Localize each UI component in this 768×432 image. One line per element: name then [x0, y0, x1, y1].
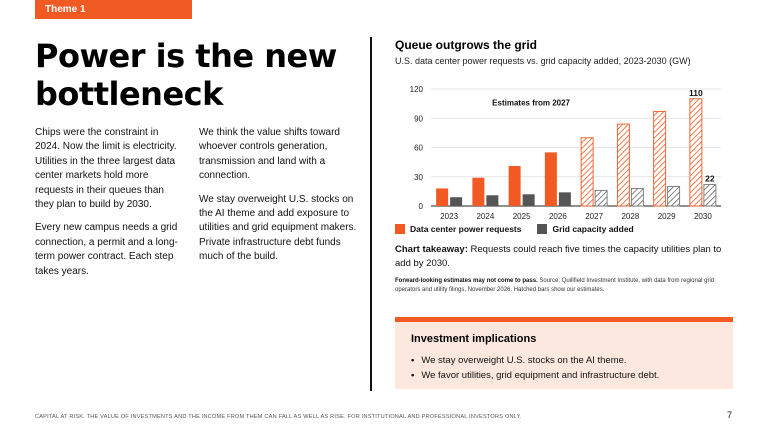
y-tick-label: 90: [414, 114, 423, 123]
right-paragraph-2: We stay overweight U.S. stocks on the AI…: [199, 193, 357, 263]
x-tick-label: 2030: [694, 212, 712, 221]
investment-implications-box: Investment implications • We stay overwei…: [395, 317, 733, 389]
bar-requests: [544, 152, 557, 206]
x-tick-label: 2024: [476, 212, 494, 221]
data-label: 22: [705, 174, 715, 184]
bar-capacity: [558, 192, 571, 206]
y-tick-label: 30: [414, 173, 423, 182]
legend-item-requests: Data center power requests: [395, 224, 521, 234]
chart-legend: Data center power requests Grid capacity…: [395, 224, 634, 234]
takeaway-label: Chart takeaway:: [395, 244, 468, 255]
list-item: • We stay overweight U.S. stocks on the A…: [411, 353, 719, 368]
bar-capacity: [522, 194, 535, 206]
bar-capacity: [703, 184, 717, 207]
footer-disclaimer: CAPITAL AT RISK. THE VALUE OF INVESTMENT…: [35, 414, 522, 420]
x-tick-label: 2028: [621, 212, 639, 221]
bullet-icon: •: [411, 370, 415, 381]
right-text-column: We think the value shifts toward whoever…: [199, 126, 357, 274]
bar-requests: [508, 166, 521, 206]
bar-requests: [653, 110, 667, 207]
left-text-column: Chips were the constraint in 2024. Now t…: [35, 126, 185, 288]
left-paragraph-1: Chips were the constraint in 2024. Now t…: [35, 127, 177, 211]
x-tick-label: 2023: [440, 212, 458, 221]
legend-swatch-capacity: [537, 224, 548, 234]
legend-label-requests: Data center power requests: [410, 224, 522, 234]
implication-text: We favor utilities, grid equipment and i…: [421, 370, 660, 381]
bar-capacity: [667, 186, 681, 207]
implications-list: • We stay overweight U.S. stocks on the A…: [411, 353, 719, 383]
bar-capacity: [630, 187, 644, 207]
implication-text: We stay overweight U.S. stocks on the AI…: [421, 355, 627, 366]
legend-label-capacity: Grid capacity added: [552, 224, 634, 234]
y-tick-label: 60: [414, 144, 423, 153]
bar-capacity: [594, 189, 608, 207]
chart-subtitle: U.S. data center power requests vs. grid…: [395, 56, 691, 66]
x-tick-label: 2027: [585, 212, 603, 221]
implications-title: Investment implications: [411, 333, 537, 345]
legend-item-capacity: Grid capacity added: [537, 224, 634, 234]
x-tick-label: 2029: [658, 212, 676, 221]
chart-title: Queue outgrows the grid: [395, 38, 538, 52]
theme-tab: Theme 1: [35, 0, 192, 19]
legend-swatch-requests: [395, 224, 405, 234]
bar-requests: [689, 98, 703, 207]
bar-requests: [436, 188, 449, 206]
bar-chart: 0 30 60 90 120 2023 2024 2025 2026 2027 2028 2029 20…: [410, 85, 721, 221]
bar-requests: [580, 137, 594, 207]
bar-capacity: [450, 197, 463, 206]
data-label: 110: [689, 88, 703, 98]
bar-requests: [616, 123, 630, 207]
chart-takeaway: Chart takeaway: Requests could reach fiv…: [395, 243, 735, 270]
source-text: Source: Quillfield Investment Institute,…: [395, 278, 715, 293]
x-tick-label: 2025: [513, 212, 531, 221]
x-tick-label: 2026: [549, 212, 567, 221]
y-tick-label: 0: [419, 202, 424, 211]
takeaway-text: Requests could reach five times the capa…: [395, 244, 722, 269]
left-paragraph-2: Every new campus needs a grid connection…: [35, 222, 178, 277]
y-tick-label: 120: [410, 85, 424, 94]
bar-requests: [472, 177, 485, 206]
bullet-icon: •: [411, 355, 415, 366]
page-headline: Power is the new bottleneck: [35, 37, 337, 113]
source-note: Forward-looking estimates may not come t…: [395, 277, 735, 295]
forecast-note: Estimates from 2027: [492, 99, 570, 108]
bar-capacity: [486, 195, 499, 206]
vertical-divider: [370, 37, 372, 391]
list-item: • We favor utilities, grid equipment and …: [411, 368, 719, 383]
page-number: 7: [727, 410, 733, 420]
source-disclaimer: Forward-looking estimates may not come t…: [395, 278, 538, 284]
right-paragraph-1: We think the value shifts toward whoever…: [199, 127, 340, 182]
